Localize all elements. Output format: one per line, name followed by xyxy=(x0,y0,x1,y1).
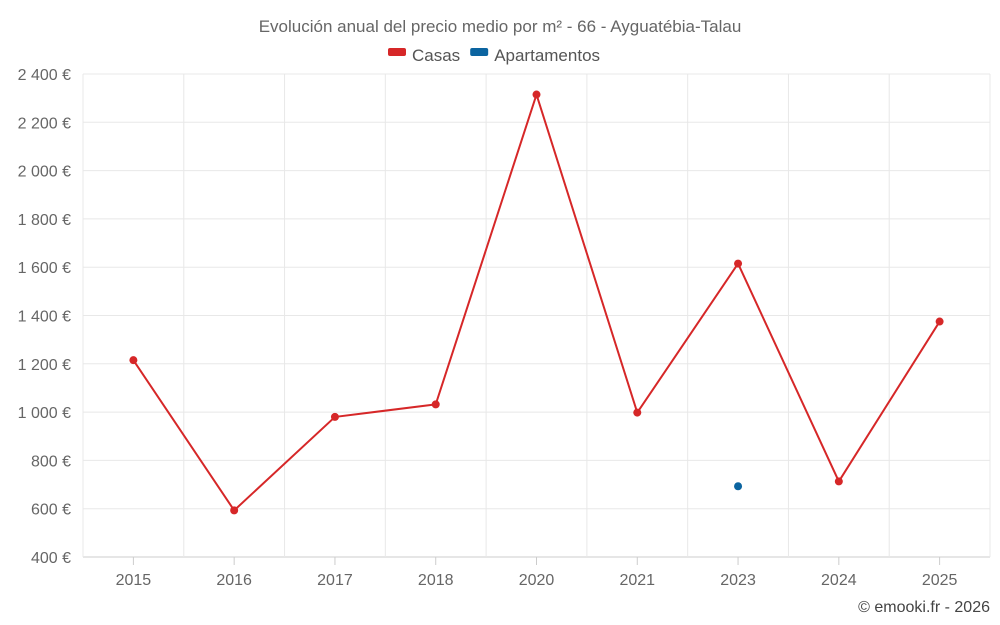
legend-label-casas: Casas xyxy=(412,46,460,65)
y-tick-label: 1 000 € xyxy=(18,405,71,422)
x-tick-label: 2024 xyxy=(821,572,857,589)
y-tick-label: 2 400 € xyxy=(18,67,71,84)
data-point-casas xyxy=(633,408,642,417)
y-tick-label: 1 200 € xyxy=(18,357,71,374)
chart-title: Evolución anual del precio medio por m² … xyxy=(259,17,742,36)
y-tick-label: 800 € xyxy=(31,453,71,470)
series-apartamentos xyxy=(734,482,743,491)
data-point-casas xyxy=(330,412,339,421)
y-tick-label: 1 600 € xyxy=(18,260,71,277)
legend: Casas Apartamentos xyxy=(388,46,600,65)
data-point-casas xyxy=(532,90,541,99)
credit-text: © emooki.fr - 2026 xyxy=(858,599,990,616)
series-line-casas xyxy=(132,93,941,512)
data-point-casas xyxy=(935,317,944,326)
data-point-casas xyxy=(431,400,440,409)
y-tick-label: 600 € xyxy=(31,502,71,519)
data-point-apartamentos xyxy=(734,482,743,491)
x-tick-label: 2021 xyxy=(619,572,655,589)
x-tick-label: 2015 xyxy=(116,572,152,589)
x-tick-label: 2016 xyxy=(216,572,252,589)
legend-label-apartamentos: Apartamentos xyxy=(494,46,600,65)
data-point-casas xyxy=(129,356,138,365)
gridlines xyxy=(82,73,991,558)
x-tick-label: 2025 xyxy=(922,572,958,589)
y-tick-label: 1 400 € xyxy=(18,309,71,326)
legend-swatch-apartamentos xyxy=(470,48,489,56)
x-tick-label: 2020 xyxy=(519,572,555,589)
data-point-casas xyxy=(230,506,239,515)
x-tick-label: 2017 xyxy=(317,572,353,589)
y-tick-label: 400 € xyxy=(31,550,71,567)
data-point-casas xyxy=(734,259,743,268)
legend-swatch-casas xyxy=(388,48,406,56)
y-tick-label: 2 200 € xyxy=(18,115,71,132)
legend-item-apartamentos: Apartamentos xyxy=(470,46,600,65)
series-casas xyxy=(129,90,944,515)
legend-item-casas: Casas xyxy=(388,46,460,65)
axes: 400 € 600 € 800 € 1 000 € 1 200 € 1 400 € 1 60… xyxy=(18,67,958,589)
y-tick-label: 2 000 € xyxy=(18,164,71,181)
series-layer xyxy=(129,90,944,515)
x-tick-label: 2023 xyxy=(720,572,756,589)
data-point-casas xyxy=(834,477,843,486)
y-tick-label: 1 800 € xyxy=(18,212,71,229)
x-tick-label: 2018 xyxy=(418,572,454,589)
